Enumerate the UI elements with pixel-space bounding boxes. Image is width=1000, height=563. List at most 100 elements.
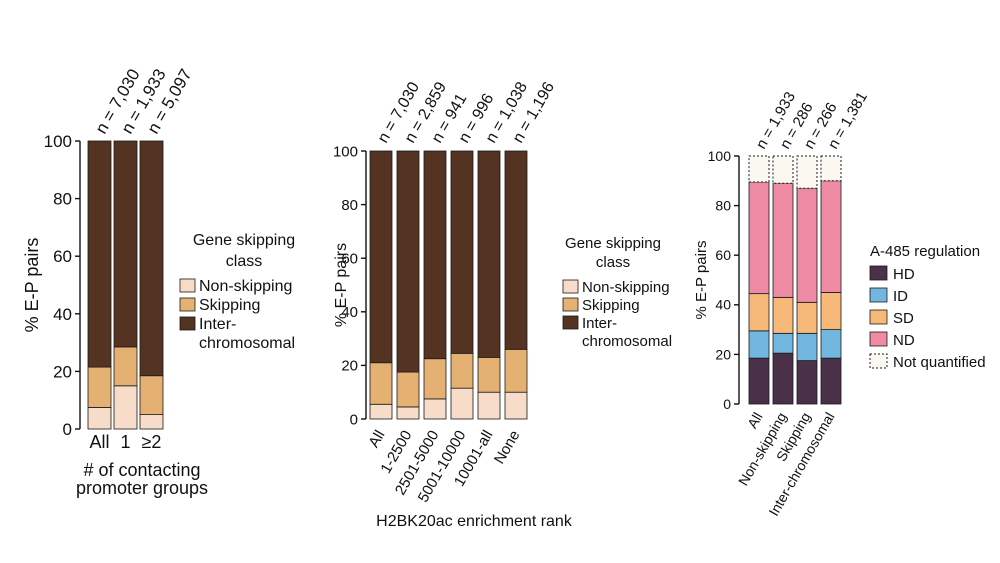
y-tick-label: 100 (333, 143, 358, 160)
bar-segment-skipping (477, 356, 501, 393)
x-axis-title: H2BK20ac enrichment rank (376, 513, 573, 530)
legend-swatch-sd (869, 309, 888, 325)
legend-label: Skipping (199, 297, 260, 314)
bar-segment-non-skipping (369, 403, 393, 420)
bar-segment-inter-chromosomal (504, 150, 528, 350)
bar-segment-nd (748, 181, 770, 295)
bar-segment-inter-chromosomal (477, 150, 501, 358)
x-axis-title: promoter groups (76, 478, 208, 498)
bar-segment-id (796, 332, 818, 362)
legend-swatch-non-skipping (179, 278, 196, 293)
bar-segment-hd (772, 352, 794, 405)
bar-segment-non-skipping (396, 406, 420, 420)
category-label: All (365, 428, 388, 451)
bar-segment-inter-chromosomal (113, 140, 138, 348)
bar-segment-inter-chromosomal (396, 150, 420, 373)
y-tick-label: 40 (715, 297, 731, 313)
legend-label: Non-skipping (582, 279, 670, 296)
bar-segment-non-skipping (450, 387, 474, 420)
category-label: ≥2 (142, 432, 162, 452)
y-tick-label: 80 (53, 190, 72, 209)
legend-label: Inter- (582, 315, 617, 332)
bar-segment-skipping (450, 352, 474, 389)
bar-segment-not-quantified (820, 155, 842, 182)
bar-segment-hd (748, 357, 770, 405)
bar-segment-sd (748, 293, 770, 332)
bar-segment-non-skipping (87, 406, 112, 430)
legend-title: A-485 regulation (870, 243, 980, 260)
legend-label: Non-skipping (199, 278, 292, 295)
bar-segment-nd (820, 180, 842, 293)
bar-segment-nd (772, 182, 794, 298)
bar-segment-inter-chromosomal (450, 150, 474, 354)
bar-segment-skipping (369, 362, 393, 405)
bar-segment-inter-chromosomal (423, 150, 447, 360)
bar-segment-not-quantified (748, 155, 770, 183)
legend-title: Gene skipping (193, 232, 295, 249)
y-tick-label: 60 (715, 247, 731, 263)
legend-swatch-not-quantified (869, 353, 888, 369)
bar-segment-skipping (113, 346, 138, 387)
legend-label: HD (893, 266, 915, 283)
legend-swatch-skipping (562, 297, 579, 312)
y-axis-title: % E-P pairs (22, 238, 42, 333)
legend-label: chromosomal (199, 335, 295, 352)
category-label: 1 (120, 432, 130, 452)
bar-segment-id (748, 330, 770, 359)
legend-label: Inter- (199, 316, 236, 333)
bar-segment-nd (796, 187, 818, 303)
legend-label: ID (893, 288, 908, 305)
y-tick-label: 20 (715, 346, 731, 362)
legend-swatch-non-skipping (562, 279, 579, 294)
y-tick-label: 20 (53, 362, 72, 381)
y-tick-label: 60 (53, 247, 72, 266)
y-tick-label: 60 (341, 250, 358, 267)
bar-segment-sd (820, 291, 842, 330)
legend-title: class (226, 253, 262, 270)
legend-title: class (596, 254, 630, 271)
y-tick-label: 100 (708, 148, 732, 164)
bar-segment-skipping (139, 375, 164, 416)
bar-segment-sd (796, 301, 818, 334)
bar-segment-skipping (87, 366, 112, 408)
legend-label: Skipping (582, 297, 640, 314)
y-tick-label: 0 (350, 411, 358, 428)
bar-segment-sd (772, 296, 794, 334)
bar-segment-not-quantified (772, 155, 794, 184)
bar-segment-inter-chromosomal (369, 150, 393, 364)
legend-label: ND (893, 332, 915, 349)
bar-segment-non-skipping (423, 398, 447, 420)
y-tick-label: 100 (44, 132, 72, 151)
y-tick-label: 40 (341, 304, 358, 321)
legend-title: Gene skipping (565, 235, 661, 252)
legend-label: chromosomal (582, 333, 672, 350)
bar-segment-non-skipping (113, 385, 138, 430)
y-axis-title: % E-P pairs (333, 243, 350, 327)
y-tick-label: 40 (53, 305, 72, 324)
bar-segment-id (820, 329, 842, 359)
legend-label: SD (893, 310, 914, 327)
legend-swatch-nd (869, 331, 888, 347)
y-tick-label: 80 (341, 197, 358, 214)
bar-segment-not-quantified (796, 155, 818, 189)
bar-segment-skipping (504, 348, 528, 393)
legend-swatch-skipping (179, 297, 196, 312)
legend-swatch-inter-chromosomal (562, 315, 579, 330)
legend-label: Not quantified (893, 354, 986, 371)
bar-segment-non-skipping (477, 391, 501, 420)
category-label: All (744, 410, 766, 431)
bar-segment-id (772, 332, 794, 354)
y-axis-title: % E-P pairs (693, 241, 710, 320)
y-tick-label: 0 (63, 420, 72, 439)
legend-swatch-inter-chromosomal (179, 316, 196, 331)
bar-segment-non-skipping (139, 414, 164, 430)
y-tick-label: 80 (715, 198, 731, 214)
legend-swatch-hd (869, 265, 888, 281)
bar-segment-hd (796, 360, 818, 405)
bar-segment-inter-chromosomal (87, 140, 112, 368)
x-axis-title: # of contacting (83, 460, 200, 480)
